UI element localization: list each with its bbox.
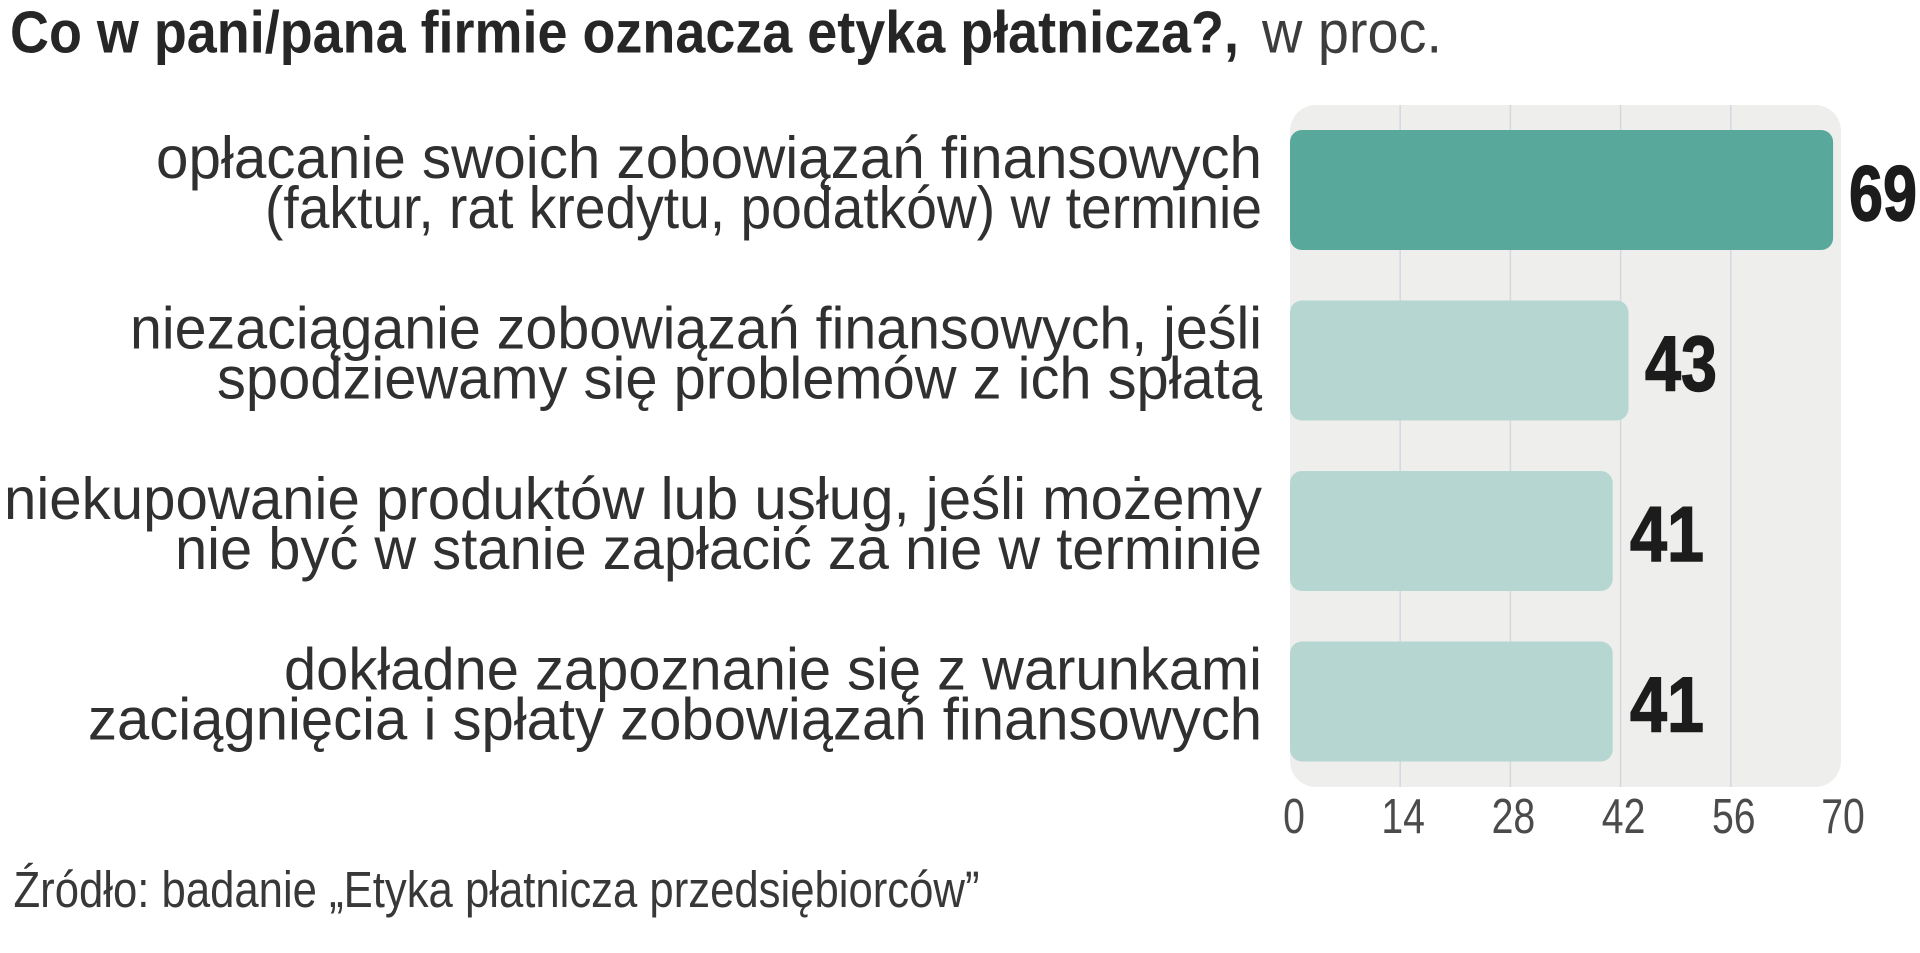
svg-text:w proc.: w proc.	[1261, 0, 1442, 66]
svg-text:Źródło: badanie „Etyka płatnic: Źródło: badanie „Etyka płatnicza przedsi…	[14, 861, 980, 918]
svg-text:opłacanie swoich zobowiązań fi: opłacanie swoich zobowiązań finansowych	[156, 125, 1262, 191]
svg-text:42: 42	[1602, 790, 1646, 844]
svg-text:41: 41	[1630, 661, 1704, 749]
svg-text:zaciągnięcia i spłaty zobowiąz: zaciągnięcia i spłaty zobowiązań finanso…	[88, 687, 1262, 753]
svg-text:niekupowanie produktów lub usł: niekupowanie produktów lub usług, jeśli …	[4, 466, 1262, 532]
svg-text:spodziewamy się problemów z ic: spodziewamy się problemów z ich spłatą	[217, 346, 1262, 412]
svg-text:dokładne zapoznanie się z waru: dokładne zapoznanie się z warunkami	[284, 637, 1262, 703]
svg-text:(faktur, rat kredytu, podatków: (faktur, rat kredytu, podatków) w termin…	[265, 175, 1262, 241]
svg-text:niezaciąganie zobowiązań finan: niezaciąganie zobowiązań finansowych, je…	[130, 296, 1262, 362]
svg-text:41: 41	[1630, 490, 1704, 578]
svg-text:Co w pani/pana firmie oznacza: Co w pani/pana firmie oznacza etyka płat…	[10, 0, 1239, 66]
svg-text:70: 70	[1821, 790, 1865, 844]
svg-text:28: 28	[1492, 790, 1536, 844]
svg-text:14: 14	[1381, 790, 1425, 844]
svg-text:0: 0	[1283, 790, 1305, 844]
svg-text:56: 56	[1712, 790, 1756, 844]
svg-text:69: 69	[1849, 149, 1917, 237]
svg-text:nie być w stanie zapłacić za n: nie być w stanie zapłacić za nie w termi…	[175, 516, 1262, 582]
svg-text:43: 43	[1645, 320, 1717, 408]
